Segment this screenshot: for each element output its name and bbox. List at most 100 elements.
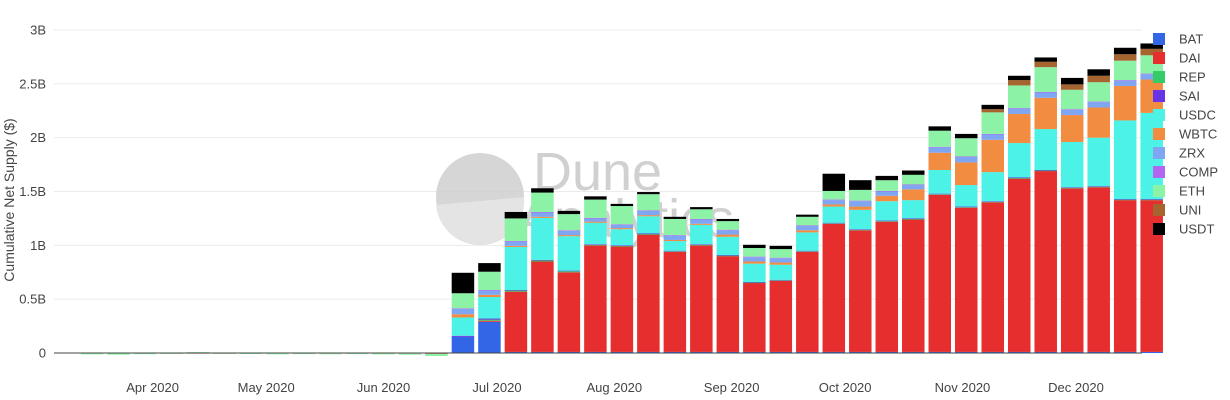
bar-segment-rep <box>1087 186 1110 188</box>
bar-segment-eth <box>1007 85 1031 109</box>
bar-segment-bat <box>822 351 846 353</box>
bar-segment-usdt <box>1087 69 1110 76</box>
x-tick-label: Sep 2020 <box>704 380 760 395</box>
bar-segment-usdc <box>663 241 687 251</box>
bar-segment-zrx <box>1113 80 1137 86</box>
bar-segment-wbtc <box>716 234 740 237</box>
bar-segment-eth <box>319 353 342 355</box>
bar-segment-uni <box>1113 54 1137 61</box>
x-tick-label: May 2020 <box>238 380 295 395</box>
legend-item-sai[interactable]: SAI <box>1153 89 1200 104</box>
bar-segment-comp <box>451 308 475 309</box>
bar-segment-zrx <box>1087 102 1110 108</box>
bar-segment-zrx <box>849 201 872 207</box>
legend-item-usdc[interactable]: USDC <box>1153 108 1216 123</box>
bar-segment-bat <box>875 351 899 353</box>
legend-item-wbtc[interactable]: WBTC <box>1153 127 1217 142</box>
bar-segment-dai <box>822 223 846 352</box>
legend-item-uni[interactable]: UNI <box>1153 203 1201 218</box>
legend-label: REP <box>1179 70 1206 85</box>
legend-swatch <box>1153 185 1165 197</box>
bar-segment-sai <box>1034 169 1057 171</box>
bar-segment-comp <box>610 224 634 225</box>
bar-segment-sai <box>504 290 528 291</box>
bar-segment-usdc <box>531 217 554 260</box>
bar-segment-sai <box>769 279 793 281</box>
x-tick-label: Apr 2020 <box>126 380 179 395</box>
bar-segment-usdt <box>504 211 528 219</box>
bar-segment-wbtc <box>1060 115 1084 142</box>
bar-segment-comp <box>690 218 713 220</box>
bar-segment-dai <box>849 230 872 352</box>
bar-segment-rep <box>1007 178 1031 179</box>
bar-segment-eth <box>981 112 1004 134</box>
bar-segment-comp <box>1087 101 1110 103</box>
bar-segment-wbtc <box>663 239 687 242</box>
bar-segment-eth <box>716 221 740 230</box>
bar-segment-comp <box>875 190 899 192</box>
bar-segment-dai <box>478 320 501 322</box>
bar-segment-usdc <box>849 209 872 230</box>
bar-segment-rep <box>743 282 766 284</box>
bar-segment-dai <box>1060 188 1084 352</box>
legend-item-zrx[interactable]: ZRX <box>1153 146 1205 161</box>
bar-segment-eth <box>266 353 289 355</box>
bar-segment-wbtc <box>1007 113 1031 144</box>
bar-segment-rep <box>584 244 607 246</box>
bar-segment-rep <box>1060 187 1084 189</box>
bar-segment-dai <box>743 283 766 352</box>
bar-segment-eth <box>796 216 819 226</box>
watermark-line1: Dune <box>533 142 662 202</box>
bar-segment-dai <box>1140 200 1163 352</box>
bar-segment-usdt <box>478 263 501 272</box>
bar-segment-comp <box>584 217 607 219</box>
legend-item-dai[interactable]: DAI <box>1153 51 1201 66</box>
bar-segment-bat <box>955 351 978 353</box>
legend-item-bat[interactable]: BAT <box>1153 32 1203 47</box>
bar-segment-eth <box>1060 89 1084 110</box>
bar-segment-usdt <box>743 244 766 249</box>
bar-segment-usdt <box>451 272 475 294</box>
bar-segment-comp <box>769 257 793 259</box>
bar-segment-comp <box>1140 73 1163 75</box>
bar-segment-comp <box>849 200 872 202</box>
bar-segment-wbtc <box>504 245 528 247</box>
bar-segment-zrx <box>637 210 660 216</box>
bar-segment-eth <box>133 353 157 355</box>
legend-item-usdt[interactable]: USDT <box>1153 222 1214 237</box>
bar-segment-wbtc <box>478 294 501 298</box>
bar-segment-usdc <box>584 222 607 245</box>
legend-item-rep[interactable]: REP <box>1153 70 1206 85</box>
bar-segment-eth <box>504 218 528 242</box>
bar-segment-bat <box>504 351 528 353</box>
bar-segment-zrx <box>822 200 846 205</box>
legend-item-comp[interactable]: COMP <box>1153 165 1218 180</box>
bar-segment-zrx <box>743 257 766 262</box>
bar-segment-rep <box>902 218 925 220</box>
bar-segment-uni <box>1140 48 1163 56</box>
bar-segment-wbtc <box>451 314 475 318</box>
bar-segment-usdc <box>981 172 1004 202</box>
bar-segment-wbtc <box>902 189 925 201</box>
bar-segment-sai <box>1060 187 1084 188</box>
bar-segment-rep <box>531 260 554 262</box>
bar-segment-bat <box>716 351 740 353</box>
bar-segment-eth <box>769 249 793 258</box>
bar-segment-eth <box>213 353 236 354</box>
bar-segment-usdc <box>1113 120 1137 200</box>
bar-segment-dai <box>769 280 793 352</box>
bar-segment-comp <box>1007 108 1031 109</box>
bar-segment-bat <box>928 351 952 353</box>
bar-segment-dai <box>716 256 740 352</box>
legend-item-eth[interactable]: ETH <box>1153 184 1205 199</box>
bar-segment-usdt <box>875 175 899 181</box>
bar-segment-dai <box>663 251 687 352</box>
y-tick-label: 2B <box>30 130 46 145</box>
bar-segment-comp <box>822 199 846 201</box>
bar-segment-dai <box>1034 171 1057 352</box>
bar-segment-eth <box>928 130 952 147</box>
bar-segment-uni <box>1087 75 1110 83</box>
bar-segment-sai <box>875 220 899 222</box>
bar-segment-comp <box>1113 80 1137 81</box>
bar-segment-usdc <box>637 216 660 234</box>
